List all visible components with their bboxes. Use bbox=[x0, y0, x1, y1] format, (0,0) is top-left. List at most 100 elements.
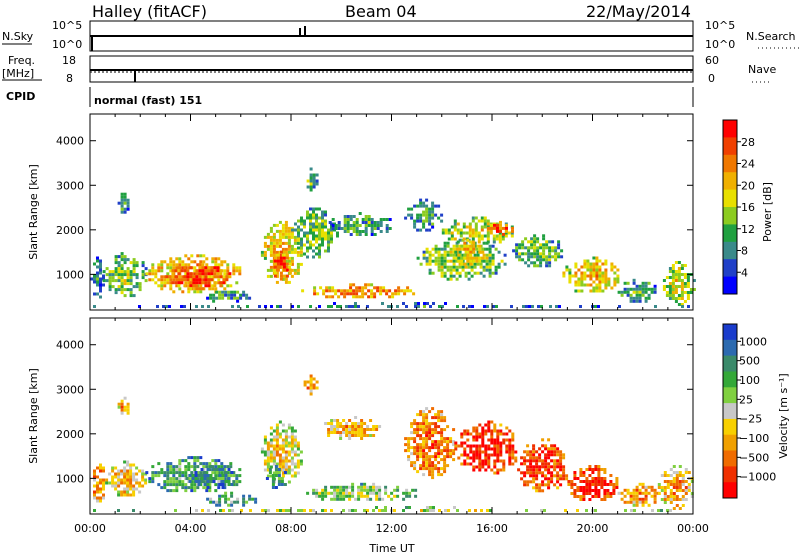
data-cell bbox=[318, 249, 321, 253]
data-cell bbox=[204, 278, 208, 282]
data-cell bbox=[449, 265, 453, 269]
data-cell bbox=[472, 244, 476, 248]
data-cell bbox=[222, 278, 226, 282]
data-cell bbox=[96, 481, 99, 485]
data-cell bbox=[126, 472, 130, 476]
data-cell bbox=[198, 272, 202, 276]
data-cell bbox=[312, 207, 315, 211]
data-cell bbox=[284, 450, 288, 454]
data-cell bbox=[428, 213, 432, 217]
data-cell bbox=[287, 232, 291, 236]
data-cell bbox=[367, 215, 371, 218]
data-cell bbox=[163, 275, 167, 279]
data-cell bbox=[218, 497, 222, 501]
data-cell bbox=[440, 213, 444, 217]
data-cell bbox=[597, 468, 601, 471]
data-cell bbox=[318, 494, 322, 498]
data-cell bbox=[123, 270, 127, 274]
data-cell bbox=[678, 465, 682, 468]
data-cell bbox=[349, 233, 353, 236]
data-cell bbox=[464, 274, 468, 278]
data-cell bbox=[352, 289, 356, 293]
data-cell bbox=[476, 244, 480, 248]
data-cell bbox=[409, 289, 413, 293]
data-cell bbox=[260, 250, 264, 254]
data-cell bbox=[579, 474, 583, 477]
data-cell bbox=[212, 480, 216, 483]
data-cell bbox=[172, 260, 176, 264]
data-cell bbox=[169, 465, 173, 469]
data-cell bbox=[548, 246, 552, 250]
data-cell bbox=[203, 471, 207, 474]
data-cell bbox=[120, 493, 124, 497]
data-cell bbox=[120, 198, 124, 202]
data-cell bbox=[416, 470, 420, 474]
data-cell bbox=[588, 498, 592, 501]
data-cell bbox=[422, 452, 426, 456]
data-cell bbox=[160, 468, 164, 472]
data-cell bbox=[378, 491, 382, 495]
data-cell bbox=[339, 488, 343, 492]
data-cell bbox=[296, 441, 300, 445]
data-cell bbox=[425, 219, 429, 223]
data-cell bbox=[562, 271, 566, 275]
data-cell bbox=[557, 252, 561, 256]
data-cell bbox=[610, 268, 614, 272]
data-cell bbox=[351, 491, 355, 495]
data-cell bbox=[674, 297, 678, 300]
data-cell bbox=[324, 509, 327, 512]
data-cell bbox=[620, 497, 624, 501]
data-cell bbox=[177, 278, 181, 282]
data-cell bbox=[346, 215, 350, 218]
data-cell bbox=[615, 477, 619, 480]
data-cell bbox=[321, 228, 324, 232]
data-cell bbox=[160, 287, 164, 291]
data-cell bbox=[284, 444, 288, 448]
data-cell bbox=[613, 280, 617, 284]
data-cell bbox=[99, 265, 102, 269]
data-cell bbox=[209, 480, 213, 483]
colorbar-segment bbox=[723, 466, 737, 483]
nsearch-label: N.Search bbox=[746, 30, 796, 43]
data-cell bbox=[638, 482, 642, 486]
data-cell bbox=[297, 237, 300, 241]
data-cell bbox=[346, 292, 350, 296]
data-cell bbox=[334, 224, 338, 227]
data-cell bbox=[313, 289, 317, 293]
data-cell bbox=[428, 473, 432, 477]
data-cell bbox=[600, 498, 604, 501]
data-cell bbox=[600, 468, 604, 471]
data-cell bbox=[660, 474, 664, 477]
data-cell bbox=[431, 428, 435, 432]
data-cell bbox=[126, 490, 130, 494]
data-cell bbox=[102, 496, 105, 500]
data-cell bbox=[271, 480, 275, 483]
data-cell bbox=[230, 503, 234, 507]
data-cell bbox=[263, 459, 267, 463]
data-cell bbox=[330, 419, 334, 422]
data-cell bbox=[539, 258, 543, 262]
data-cell bbox=[367, 218, 371, 221]
data-cell bbox=[129, 282, 133, 286]
data-cell bbox=[312, 488, 316, 492]
data-cell bbox=[428, 425, 432, 429]
data-cell bbox=[293, 238, 297, 242]
data-cell bbox=[468, 240, 472, 244]
data-cell bbox=[346, 218, 350, 221]
data-cell bbox=[360, 425, 364, 428]
data-cell bbox=[151, 480, 155, 484]
data-cell bbox=[567, 483, 571, 486]
data-cell bbox=[472, 468, 476, 472]
data-cell bbox=[278, 265, 282, 269]
data-cell bbox=[354, 428, 358, 431]
data-cell bbox=[440, 416, 444, 420]
data-cell bbox=[594, 495, 598, 498]
data-cell bbox=[526, 468, 530, 472]
data-cell bbox=[144, 481, 148, 485]
colorbar-segment bbox=[723, 172, 737, 191]
data-cell bbox=[429, 509, 432, 512]
data-cell bbox=[206, 486, 210, 489]
data-cell bbox=[533, 264, 537, 268]
data-cell bbox=[466, 238, 470, 242]
data-cell bbox=[293, 453, 297, 457]
